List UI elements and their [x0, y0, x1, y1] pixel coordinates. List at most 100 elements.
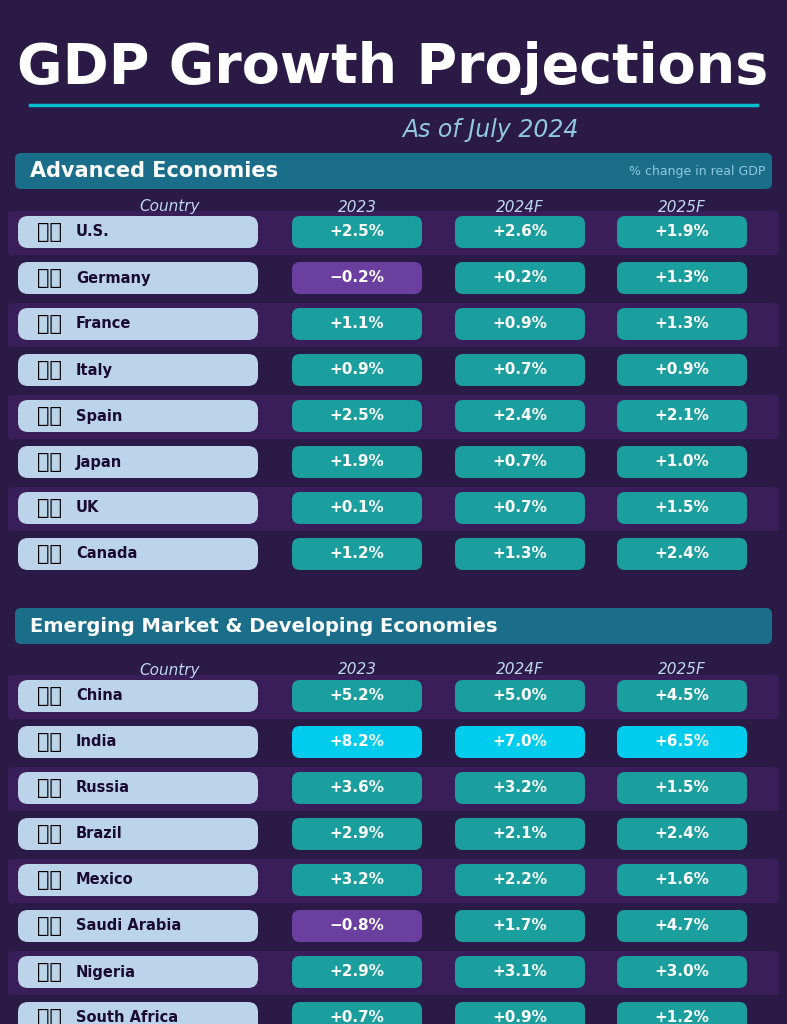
FancyBboxPatch shape — [292, 354, 422, 386]
Text: Italy: Italy — [76, 362, 113, 378]
FancyBboxPatch shape — [455, 680, 585, 712]
Text: +4.5%: +4.5% — [655, 688, 709, 703]
FancyBboxPatch shape — [292, 492, 422, 524]
FancyBboxPatch shape — [18, 726, 258, 758]
Text: Mexico: Mexico — [76, 872, 134, 888]
Text: Nigeria: Nigeria — [76, 965, 136, 980]
FancyBboxPatch shape — [292, 308, 422, 340]
Text: 🇿🇦: 🇿🇦 — [38, 1008, 62, 1024]
FancyBboxPatch shape — [8, 675, 779, 719]
FancyBboxPatch shape — [455, 726, 585, 758]
FancyBboxPatch shape — [455, 818, 585, 850]
Text: +6.5%: +6.5% — [655, 734, 710, 750]
Text: 2025F: 2025F — [658, 663, 706, 678]
Text: +1.5%: +1.5% — [655, 780, 709, 796]
Text: +1.2%: +1.2% — [330, 547, 384, 561]
FancyBboxPatch shape — [455, 910, 585, 942]
Text: +1.7%: +1.7% — [493, 919, 548, 934]
Text: 🇮🇳: 🇮🇳 — [38, 732, 62, 752]
Text: +1.3%: +1.3% — [493, 547, 548, 561]
Text: China: China — [76, 688, 123, 703]
Text: 🇨🇦: 🇨🇦 — [38, 544, 62, 564]
FancyBboxPatch shape — [455, 400, 585, 432]
FancyBboxPatch shape — [8, 905, 779, 949]
Text: As of July 2024: As of July 2024 — [402, 118, 578, 142]
FancyBboxPatch shape — [455, 772, 585, 804]
Text: +3.1%: +3.1% — [493, 965, 548, 980]
Text: +1.5%: +1.5% — [655, 501, 709, 515]
FancyBboxPatch shape — [8, 813, 779, 857]
Text: 🇧🇷: 🇧🇷 — [38, 824, 62, 844]
FancyBboxPatch shape — [18, 772, 258, 804]
FancyBboxPatch shape — [617, 400, 747, 432]
Text: Germany: Germany — [76, 270, 150, 286]
FancyBboxPatch shape — [455, 1002, 585, 1024]
Text: +0.9%: +0.9% — [493, 316, 548, 332]
FancyBboxPatch shape — [8, 487, 779, 531]
Text: +2.1%: +2.1% — [655, 409, 709, 424]
FancyBboxPatch shape — [8, 767, 779, 811]
Text: −0.8%: −0.8% — [330, 919, 384, 934]
Text: Canada: Canada — [76, 547, 138, 561]
FancyBboxPatch shape — [617, 308, 747, 340]
Text: +0.9%: +0.9% — [493, 1011, 548, 1024]
Text: +8.2%: +8.2% — [330, 734, 385, 750]
Text: UK: UK — [76, 501, 99, 515]
FancyBboxPatch shape — [455, 354, 585, 386]
FancyBboxPatch shape — [617, 262, 747, 294]
Text: +1.3%: +1.3% — [655, 270, 709, 286]
FancyBboxPatch shape — [8, 441, 779, 485]
Text: +2.9%: +2.9% — [330, 965, 385, 980]
Text: +2.4%: +2.4% — [655, 547, 710, 561]
FancyBboxPatch shape — [617, 538, 747, 570]
FancyBboxPatch shape — [8, 721, 779, 765]
FancyBboxPatch shape — [18, 308, 258, 340]
FancyBboxPatch shape — [15, 608, 772, 644]
Text: +2.6%: +2.6% — [493, 224, 548, 240]
Text: Country: Country — [140, 663, 200, 678]
FancyBboxPatch shape — [18, 262, 258, 294]
FancyBboxPatch shape — [292, 910, 422, 942]
FancyBboxPatch shape — [292, 538, 422, 570]
FancyBboxPatch shape — [455, 446, 585, 478]
FancyBboxPatch shape — [18, 538, 258, 570]
FancyBboxPatch shape — [292, 262, 422, 294]
FancyBboxPatch shape — [292, 818, 422, 850]
FancyBboxPatch shape — [18, 864, 258, 896]
FancyBboxPatch shape — [617, 216, 747, 248]
Text: 2023: 2023 — [338, 663, 376, 678]
FancyBboxPatch shape — [455, 538, 585, 570]
Text: 🇺🇸: 🇺🇸 — [38, 222, 62, 242]
Text: +1.0%: +1.0% — [655, 455, 709, 469]
Text: 2024F: 2024F — [496, 200, 544, 214]
FancyBboxPatch shape — [292, 1002, 422, 1024]
Text: +1.2%: +1.2% — [655, 1011, 709, 1024]
FancyBboxPatch shape — [292, 400, 422, 432]
FancyBboxPatch shape — [455, 864, 585, 896]
Text: +2.4%: +2.4% — [493, 409, 548, 424]
FancyBboxPatch shape — [292, 446, 422, 478]
Text: 🇸🇦: 🇸🇦 — [38, 916, 62, 936]
Text: South Africa: South Africa — [76, 1011, 178, 1024]
Text: +2.1%: +2.1% — [493, 826, 548, 842]
FancyBboxPatch shape — [292, 956, 422, 988]
Text: 2025F: 2025F — [658, 200, 706, 214]
Text: +0.7%: +0.7% — [330, 1011, 384, 1024]
Text: 🇷🇺: 🇷🇺 — [38, 778, 62, 798]
FancyBboxPatch shape — [18, 680, 258, 712]
Text: Japan: Japan — [76, 455, 122, 469]
Text: Spain: Spain — [76, 409, 122, 424]
FancyBboxPatch shape — [617, 772, 747, 804]
Text: U.S.: U.S. — [76, 224, 109, 240]
FancyBboxPatch shape — [292, 864, 422, 896]
Text: +0.7%: +0.7% — [493, 455, 548, 469]
Text: +3.6%: +3.6% — [330, 780, 385, 796]
Text: +7.0%: +7.0% — [493, 734, 548, 750]
FancyBboxPatch shape — [18, 956, 258, 988]
Text: 🇨🇳: 🇨🇳 — [38, 686, 62, 706]
FancyBboxPatch shape — [617, 910, 747, 942]
Text: +1.9%: +1.9% — [330, 455, 384, 469]
FancyBboxPatch shape — [455, 492, 585, 524]
Text: Advanced Economies: Advanced Economies — [30, 161, 278, 181]
Text: Brazil: Brazil — [76, 826, 123, 842]
